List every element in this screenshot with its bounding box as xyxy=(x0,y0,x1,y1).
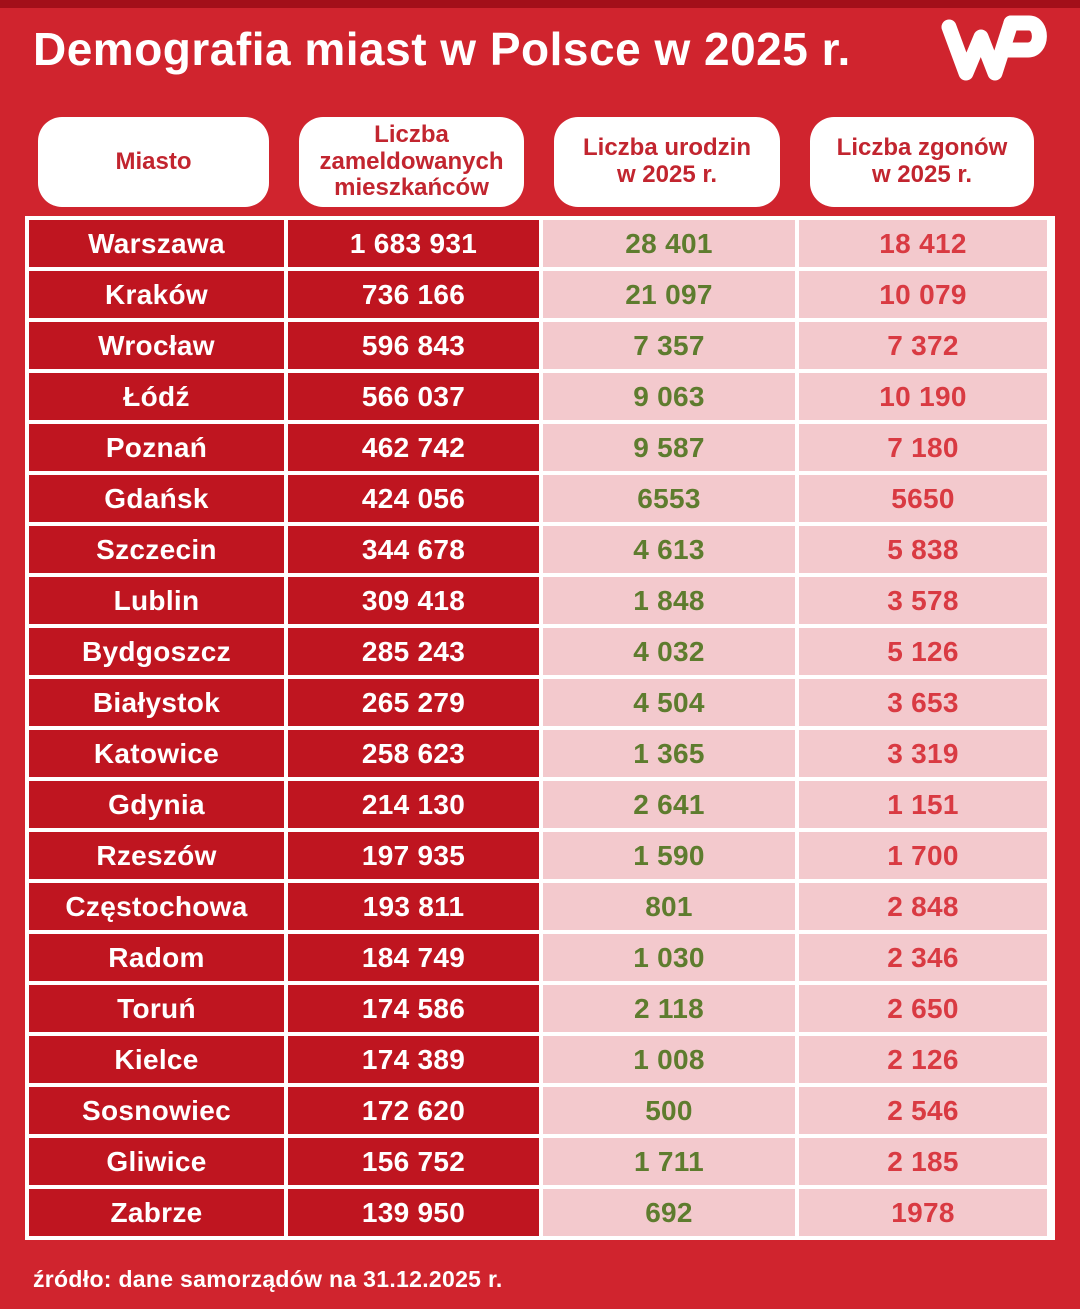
deaths-cell: 3 578 xyxy=(799,577,1047,624)
city-cell: Bydgoszcz xyxy=(29,628,284,675)
deaths-cell: 2 650 xyxy=(799,985,1047,1032)
deaths-cell: 2 346 xyxy=(799,934,1047,981)
population-cell: 309 418 xyxy=(288,577,539,624)
population-cell: 172 620 xyxy=(288,1087,539,1134)
col-header-births-label: Liczba urodzin w 2025 r. xyxy=(583,134,751,188)
population-cell: 214 130 xyxy=(288,781,539,828)
births-cell: 801 xyxy=(543,883,795,930)
col-header-deaths: Liczba zgonów w 2025 r. xyxy=(810,117,1034,207)
city-cell: Poznań xyxy=(29,424,284,471)
col-header-population-label: Liczba zameldowanych mieszkańców xyxy=(319,120,504,202)
wp-logo-icon xyxy=(941,15,1047,81)
deaths-cell: 3 653 xyxy=(799,679,1047,726)
population-cell: 193 811 xyxy=(288,883,539,930)
page-title: Demografia miast w Polsce w 2025 r. xyxy=(33,23,851,75)
deaths-cell: 10 190 xyxy=(799,373,1047,420)
deaths-cell: 5 126 xyxy=(799,628,1047,675)
deaths-cell: 7 180 xyxy=(799,424,1047,471)
population-cell: 736 166 xyxy=(288,271,539,318)
population-cell: 462 742 xyxy=(288,424,539,471)
city-cell: Częstochowa xyxy=(29,883,284,930)
population-cell: 184 749 xyxy=(288,934,539,981)
city-cell: Katowice xyxy=(29,730,284,777)
deaths-cell: 2 185 xyxy=(799,1138,1047,1185)
deaths-cell: 5 838 xyxy=(799,526,1047,573)
deaths-cell: 18 412 xyxy=(799,220,1047,267)
city-cell: Rzeszów xyxy=(29,832,284,879)
population-cell: 566 037 xyxy=(288,373,539,420)
deaths-cell: 2 848 xyxy=(799,883,1047,930)
deaths-cell: 7 372 xyxy=(799,322,1047,369)
top-accent-strip xyxy=(0,0,1080,8)
city-cell: Warszawa xyxy=(29,220,284,267)
col-header-miasto: Miasto xyxy=(38,117,269,207)
col-header-population: Liczba zameldowanych mieszkańców xyxy=(299,117,524,207)
population-cell: 265 279 xyxy=(288,679,539,726)
population-cell: 285 243 xyxy=(288,628,539,675)
births-cell: 2 641 xyxy=(543,781,795,828)
deaths-cell: 2 546 xyxy=(799,1087,1047,1134)
city-cell: Zabrze xyxy=(29,1189,284,1236)
population-cell: 424 056 xyxy=(288,475,539,522)
births-cell: 7 357 xyxy=(543,322,795,369)
births-cell: 28 401 xyxy=(543,220,795,267)
col-header-births: Liczba urodzin w 2025 r. xyxy=(554,117,780,207)
city-cell: Kraków xyxy=(29,271,284,318)
population-cell: 596 843 xyxy=(288,322,539,369)
births-cell: 500 xyxy=(543,1087,795,1134)
city-cell: Wrocław xyxy=(29,322,284,369)
deaths-cell: 1978 xyxy=(799,1189,1047,1236)
population-cell: 156 752 xyxy=(288,1138,539,1185)
deaths-cell: 1 151 xyxy=(799,781,1047,828)
births-cell: 4 613 xyxy=(543,526,795,573)
city-cell: Lublin xyxy=(29,577,284,624)
city-cell: Sosnowiec xyxy=(29,1087,284,1134)
births-cell: 692 xyxy=(543,1189,795,1236)
births-cell: 9 587 xyxy=(543,424,795,471)
city-cell: Białystok xyxy=(29,679,284,726)
deaths-cell: 5650 xyxy=(799,475,1047,522)
births-cell: 6553 xyxy=(543,475,795,522)
population-cell: 174 586 xyxy=(288,985,539,1032)
births-cell: 9 063 xyxy=(543,373,795,420)
deaths-cell: 3 319 xyxy=(799,730,1047,777)
city-cell: Kielce xyxy=(29,1036,284,1083)
population-cell: 197 935 xyxy=(288,832,539,879)
population-cell: 174 389 xyxy=(288,1036,539,1083)
population-cell: 139 950 xyxy=(288,1189,539,1236)
column-headers: Miasto Liczba zameldowanych mieszkańców … xyxy=(25,117,1055,207)
deaths-cell: 10 079 xyxy=(799,271,1047,318)
births-cell: 4 032 xyxy=(543,628,795,675)
demography-table: Warszawa 1 683 931 28 401 18 412 Kraków … xyxy=(25,216,1055,1240)
births-cell: 4 504 xyxy=(543,679,795,726)
col-header-miasto-label: Miasto xyxy=(115,147,192,175)
births-cell: 1 030 xyxy=(543,934,795,981)
population-cell: 344 678 xyxy=(288,526,539,573)
births-cell: 1 590 xyxy=(543,832,795,879)
source-note: źródło: dane samorządów na 31.12.2025 r. xyxy=(33,1266,503,1292)
deaths-cell: 2 126 xyxy=(799,1036,1047,1083)
deaths-cell: 1 700 xyxy=(799,832,1047,879)
population-cell: 1 683 931 xyxy=(288,220,539,267)
population-cell: 258 623 xyxy=(288,730,539,777)
city-cell: Toruń xyxy=(29,985,284,1032)
births-cell: 1 848 xyxy=(543,577,795,624)
city-cell: Gdynia xyxy=(29,781,284,828)
city-cell: Gliwice xyxy=(29,1138,284,1185)
births-cell: 21 097 xyxy=(543,271,795,318)
births-cell: 1 008 xyxy=(543,1036,795,1083)
city-cell: Gdańsk xyxy=(29,475,284,522)
city-cell: Szczecin xyxy=(29,526,284,573)
city-cell: Radom xyxy=(29,934,284,981)
births-cell: 2 118 xyxy=(543,985,795,1032)
births-cell: 1 711 xyxy=(543,1138,795,1185)
city-cell: Łódź xyxy=(29,373,284,420)
col-header-deaths-label: Liczba zgonów w 2025 r. xyxy=(836,134,1008,188)
births-cell: 1 365 xyxy=(543,730,795,777)
